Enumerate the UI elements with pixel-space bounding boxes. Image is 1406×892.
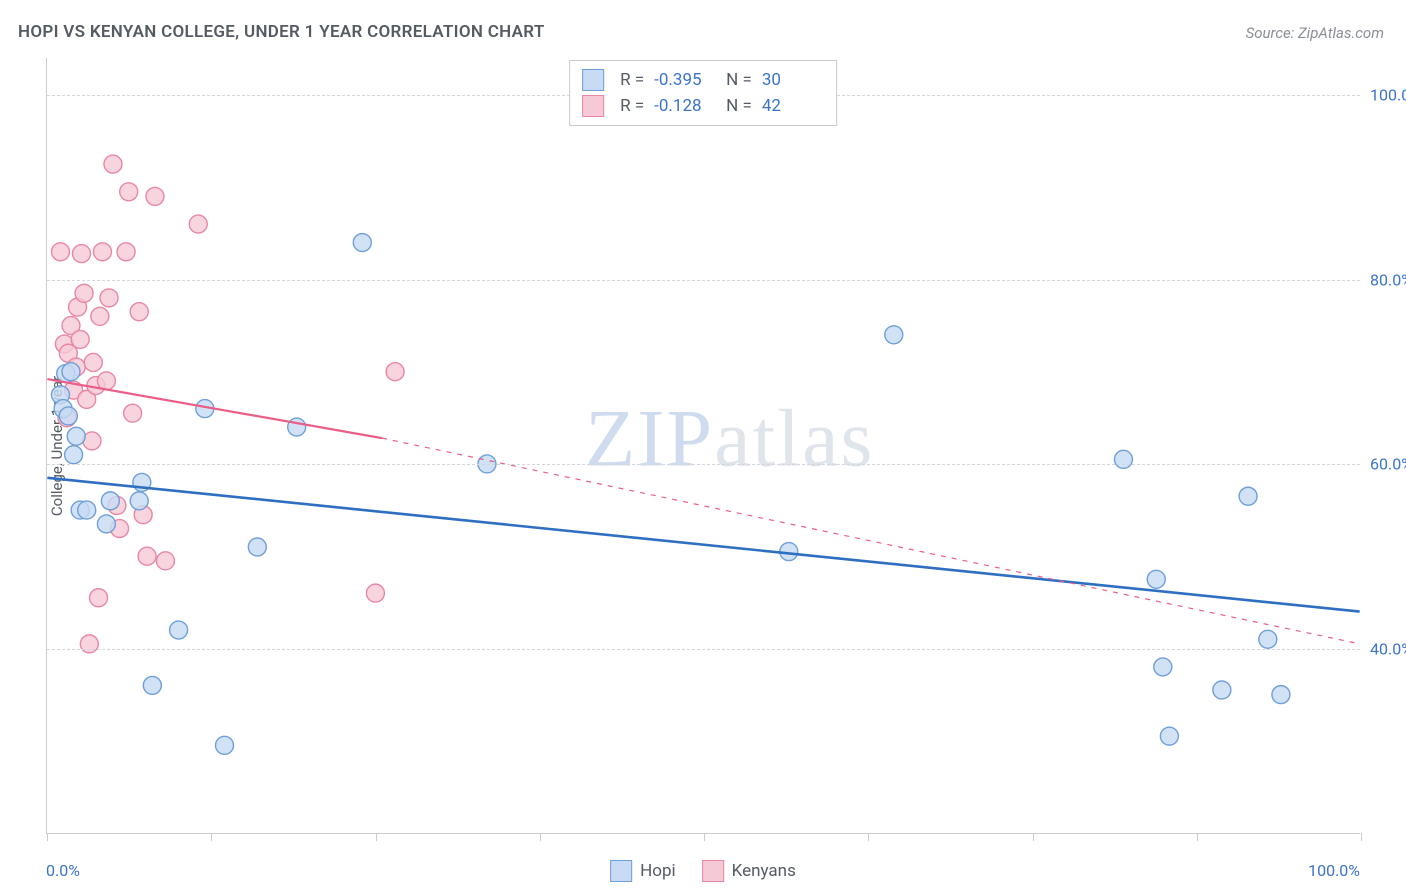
- scatter-point: [1147, 570, 1165, 588]
- scatter-point: [156, 552, 174, 570]
- gridline: [47, 649, 1360, 650]
- scatter-point: [100, 289, 118, 307]
- n-value: 42: [762, 96, 818, 116]
- plot-area: College, Under 1 year ZIPatlas 40.0%60.0…: [46, 58, 1360, 834]
- scatter-point: [366, 584, 384, 602]
- n-value: 30: [762, 70, 818, 90]
- scatter-point: [885, 326, 903, 344]
- scatter-point: [1160, 727, 1178, 745]
- x-tick: [47, 833, 48, 841]
- scatter-point: [93, 243, 111, 261]
- correlation-legend: R = -0.395 N = 30 R = -0.128 N = 42: [569, 60, 837, 126]
- x-tick: [376, 833, 377, 841]
- legend-stat-row: R = -0.395 N = 30: [582, 67, 818, 93]
- scatter-point: [117, 243, 135, 261]
- scatter-point: [72, 245, 90, 263]
- n-label: N =: [726, 96, 752, 116]
- y-tick-label: 40.0%: [1370, 640, 1406, 659]
- legend-item: Kenyans: [702, 860, 796, 882]
- r-label: R =: [620, 70, 644, 90]
- scatter-point: [386, 363, 404, 381]
- scatter-point: [1272, 686, 1290, 704]
- scatter-point: [97, 372, 115, 390]
- scatter-point: [120, 183, 138, 201]
- scatter-point: [78, 501, 96, 519]
- legend-swatch: [582, 69, 604, 91]
- scatter-point: [65, 446, 83, 464]
- gridline: [47, 280, 1360, 281]
- scatter-point: [62, 363, 80, 381]
- r-value: -0.395: [654, 70, 710, 90]
- scatter-point: [216, 736, 234, 754]
- x-tick: [1197, 833, 1198, 841]
- x-axis-max-label: 100.0%: [1308, 861, 1360, 880]
- scatter-point: [146, 187, 164, 205]
- r-label: R =: [620, 96, 644, 116]
- scatter-point: [248, 538, 266, 556]
- series-legend: Hopi Kenyans: [610, 860, 796, 882]
- scatter-point: [143, 676, 161, 694]
- scatter-point: [124, 404, 142, 422]
- scatter-svg: [47, 58, 1360, 833]
- source-attribution: Source: ZipAtlas.com: [1246, 24, 1384, 42]
- legend-swatch: [582, 95, 604, 117]
- n-label: N =: [726, 70, 752, 90]
- legend-swatch: [702, 860, 724, 882]
- regression-line-extrapolated: [382, 438, 1360, 644]
- scatter-point: [59, 407, 77, 425]
- legend-label: Kenyans: [732, 861, 796, 881]
- scatter-point: [91, 307, 109, 325]
- scatter-point: [51, 243, 69, 261]
- regression-line: [47, 379, 382, 438]
- chart-title: HOPI VS KENYAN COLLEGE, UNDER 1 YEAR COR…: [18, 22, 545, 42]
- scatter-point: [1114, 450, 1132, 468]
- scatter-point: [104, 155, 122, 173]
- x-axis-min-label: 0.0%: [46, 861, 80, 880]
- scatter-point: [189, 215, 207, 233]
- x-tick: [1361, 833, 1362, 841]
- r-value: -0.128: [654, 96, 710, 116]
- x-tick: [540, 833, 541, 841]
- legend-stat-row: R = -0.128 N = 42: [582, 93, 818, 119]
- scatter-point: [288, 418, 306, 436]
- scatter-point: [1239, 487, 1257, 505]
- scatter-point: [84, 353, 102, 371]
- scatter-point: [90, 589, 108, 607]
- x-tick: [868, 833, 869, 841]
- scatter-point: [75, 284, 93, 302]
- y-tick-label: 80.0%: [1370, 270, 1406, 289]
- scatter-point: [1154, 658, 1172, 676]
- scatter-point: [138, 547, 156, 565]
- regression-line: [47, 478, 1359, 612]
- scatter-point: [170, 621, 188, 639]
- scatter-point: [1259, 630, 1277, 648]
- scatter-point: [101, 492, 119, 510]
- gridline: [47, 464, 1360, 465]
- x-tick: [1033, 833, 1034, 841]
- scatter-point: [1213, 681, 1231, 699]
- legend-item: Hopi: [610, 860, 676, 882]
- scatter-point: [67, 427, 85, 445]
- scatter-point: [130, 492, 148, 510]
- x-tick: [211, 833, 212, 841]
- scatter-point: [97, 515, 115, 533]
- legend-swatch: [610, 860, 632, 882]
- scatter-point: [353, 234, 371, 252]
- y-tick-label: 60.0%: [1370, 455, 1406, 474]
- legend-label: Hopi: [640, 861, 676, 881]
- y-tick-label: 100.0%: [1370, 85, 1406, 104]
- scatter-point: [130, 303, 148, 321]
- scatter-point: [71, 330, 89, 348]
- x-tick: [704, 833, 705, 841]
